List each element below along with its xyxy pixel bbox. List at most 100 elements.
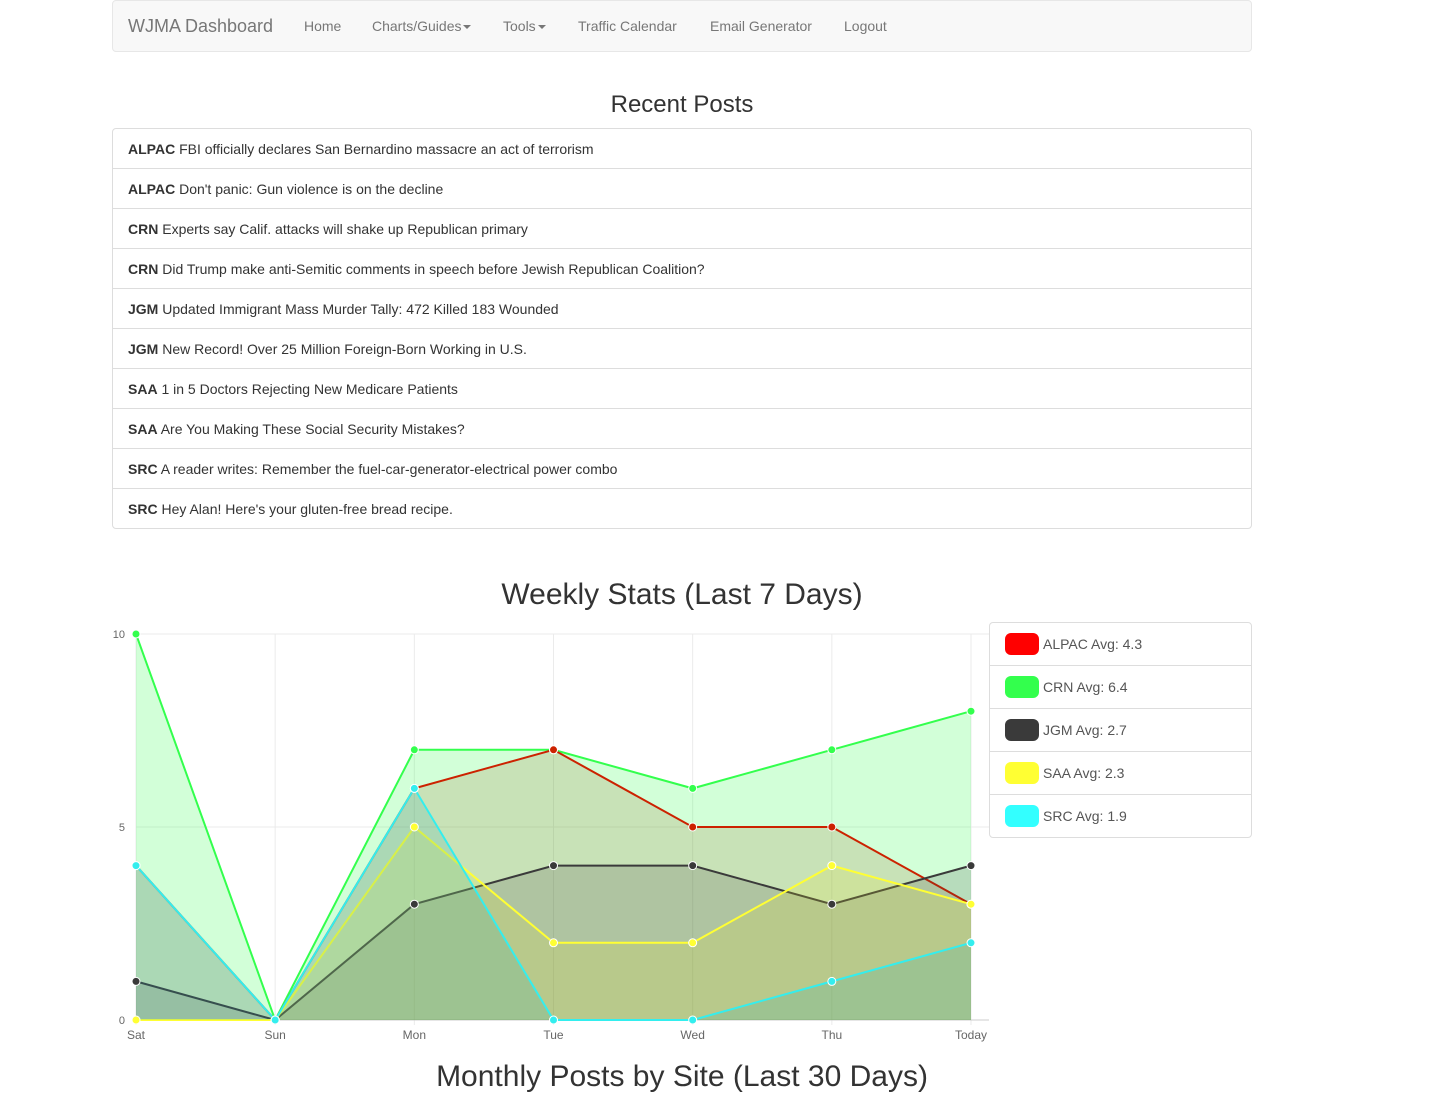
weekly-chart-svg: 0 5 10 Sat Sun Mon Tue Wed Thu Today [113, 629, 989, 1042]
post-item[interactable]: SRC A reader writes: Remember the fuel-c… [112, 448, 1252, 489]
legend-label: SRC Avg: 1.9 [1043, 808, 1127, 824]
chevron-down-icon [463, 25, 472, 30]
x-tick-label: Wed [680, 1028, 704, 1042]
data-point-alpac [827, 822, 837, 832]
data-point-saa [827, 861, 837, 871]
post-site: SRC [128, 501, 158, 517]
post-item[interactable]: ALPAC Don't panic: Gun violence is on th… [112, 168, 1252, 209]
post-title: 1 in 5 Doctors Rejecting New Medicare Pa… [161, 381, 458, 397]
legend-label: SAA Avg: 2.3 [1043, 765, 1125, 781]
monthly-posts-title: Monthly Posts by Site (Last 30 Days) [436, 1060, 928, 1093]
data-point-src [270, 1015, 280, 1025]
post-site: ALPAC [128, 181, 176, 197]
post-title: Experts say Calif. attacks will shake up… [162, 221, 528, 237]
x-tick-label: Tue [543, 1028, 564, 1042]
data-point-crn [409, 745, 419, 755]
recent-posts-title: Recent Posts [610, 91, 754, 118]
data-point-crn [131, 629, 141, 639]
post-site: JGM [128, 341, 159, 357]
chevron-down-icon [537, 25, 546, 30]
post-item[interactable]: CRN Experts say Calif. attacks will shak… [112, 208, 1252, 249]
series-area-saa [136, 827, 971, 1020]
data-point-src [131, 861, 141, 871]
post-title: FBI officially declares San Bernardino m… [179, 141, 594, 157]
data-point-alpac [688, 822, 698, 832]
post-item[interactable]: SAA 1 in 5 Doctors Rejecting New Medicar… [112, 368, 1252, 409]
post-title: Don't panic: Gun violence is on the decl… [179, 181, 444, 197]
data-point-src [688, 1015, 698, 1025]
post-title: Updated Immigrant Mass Murder Tally: 472… [162, 301, 559, 317]
legend-item-jgm: JGM Avg: 2.7 [989, 708, 1252, 752]
data-point-jgm [688, 861, 698, 871]
y-tick-label: 10 [113, 629, 125, 641]
post-item[interactable]: SAA Are You Making These Social Security… [112, 408, 1252, 449]
legend-label: ALPAC Avg: 4.3 [1043, 636, 1143, 652]
nav-email-generator[interactable]: Email Generator [710, 18, 812, 34]
post-item[interactable]: ALPAC FBI officially declares San Bernar… [112, 128, 1252, 169]
legend-swatch [1005, 805, 1039, 827]
post-title: New Record! Over 25 Million Foreign-Born… [162, 341, 527, 357]
post-site: SAA [128, 381, 158, 397]
legend-swatch [1005, 676, 1039, 698]
data-point-saa [966, 899, 976, 909]
x-tick-label: Sat [127, 1028, 146, 1042]
data-point-jgm [549, 861, 558, 871]
post-site: JGM [128, 301, 159, 317]
x-tick-label: Sun [264, 1028, 285, 1042]
post-site: ALPAC [128, 141, 176, 157]
legend-swatch [1005, 762, 1039, 784]
nav-home[interactable]: Home [304, 18, 342, 34]
legend-label: CRN Avg: 6.4 [1043, 679, 1128, 695]
data-point-saa [409, 822, 419, 832]
recent-posts-list: ALPAC FBI officially declares San Bernar… [112, 128, 1252, 529]
post-site: CRN [128, 261, 159, 277]
x-tick-label: Thu [821, 1028, 842, 1042]
post-site: SRC [128, 461, 158, 477]
navbar: WJMA Dashboard Home Charts/Guides Tools … [112, 0, 1252, 52]
series-area-alpac [136, 749, 971, 1020]
data-point-alpac [549, 745, 558, 755]
data-point-saa [688, 938, 698, 948]
legend-swatch [1005, 719, 1039, 741]
data-point-crn [966, 706, 976, 716]
post-title: Did Trump make anti-Semitic comments in … [162, 261, 705, 277]
post-site: SAA [128, 421, 158, 437]
post-item[interactable]: CRN Did Trump make anti-Semitic comments… [112, 248, 1252, 289]
data-point-src [966, 938, 976, 948]
data-point-jgm [131, 976, 141, 986]
legend-label: JGM Avg: 2.7 [1043, 722, 1127, 738]
nav-tools[interactable]: Tools [503, 1, 546, 51]
data-point-saa [131, 1015, 141, 1025]
weekly-legend: ALPAC Avg: 4.3 CRN Avg: 6.4 JGM Avg: 2.7… [989, 622, 1252, 838]
nav-charts-guides[interactable]: Charts/Guides [372, 1, 472, 51]
post-item[interactable]: JGM Updated Immigrant Mass Murder Tally:… [112, 288, 1252, 329]
y-tick-label: 0 [119, 1015, 125, 1027]
nav-logout[interactable]: Logout [844, 18, 887, 34]
post-site: CRN [128, 221, 159, 237]
x-tick-label: Today [955, 1028, 987, 1042]
post-title: Hey Alan! Here's your gluten-free bread … [161, 501, 453, 517]
data-point-jgm [827, 899, 837, 909]
data-point-src [409, 783, 419, 793]
y-tick-label: 5 [119, 822, 125, 834]
legend-item-src: SRC Avg: 1.9 [989, 794, 1252, 838]
weekly-chart: 0 5 10 Sat Sun Mon Tue Wed Thu Today [100, 620, 995, 1045]
nav-traffic-calendar[interactable]: Traffic Calendar [578, 18, 677, 34]
data-point-src [549, 1015, 558, 1025]
data-point-crn [827, 745, 837, 755]
series-area-src [136, 788, 971, 1020]
weekly-stats-title: Weekly Stats (Last 7 Days) [501, 578, 863, 611]
post-item[interactable]: SRC Hey Alan! Here's your gluten-free br… [112, 488, 1252, 529]
legend-swatch [1005, 633, 1039, 655]
post-item[interactable]: JGM New Record! Over 25 Million Foreign-… [112, 328, 1252, 369]
data-point-jgm [409, 899, 419, 909]
legend-item-saa: SAA Avg: 2.3 [989, 751, 1252, 795]
data-point-saa [549, 938, 558, 948]
data-point-crn [688, 783, 698, 793]
legend-item-alpac: ALPAC Avg: 4.3 [989, 622, 1252, 666]
data-point-jgm [966, 861, 976, 871]
brand[interactable]: WJMA Dashboard [128, 16, 274, 36]
legend-item-crn: CRN Avg: 6.4 [989, 665, 1252, 709]
x-tick-label: Mon [403, 1028, 426, 1042]
data-point-src [827, 976, 837, 986]
